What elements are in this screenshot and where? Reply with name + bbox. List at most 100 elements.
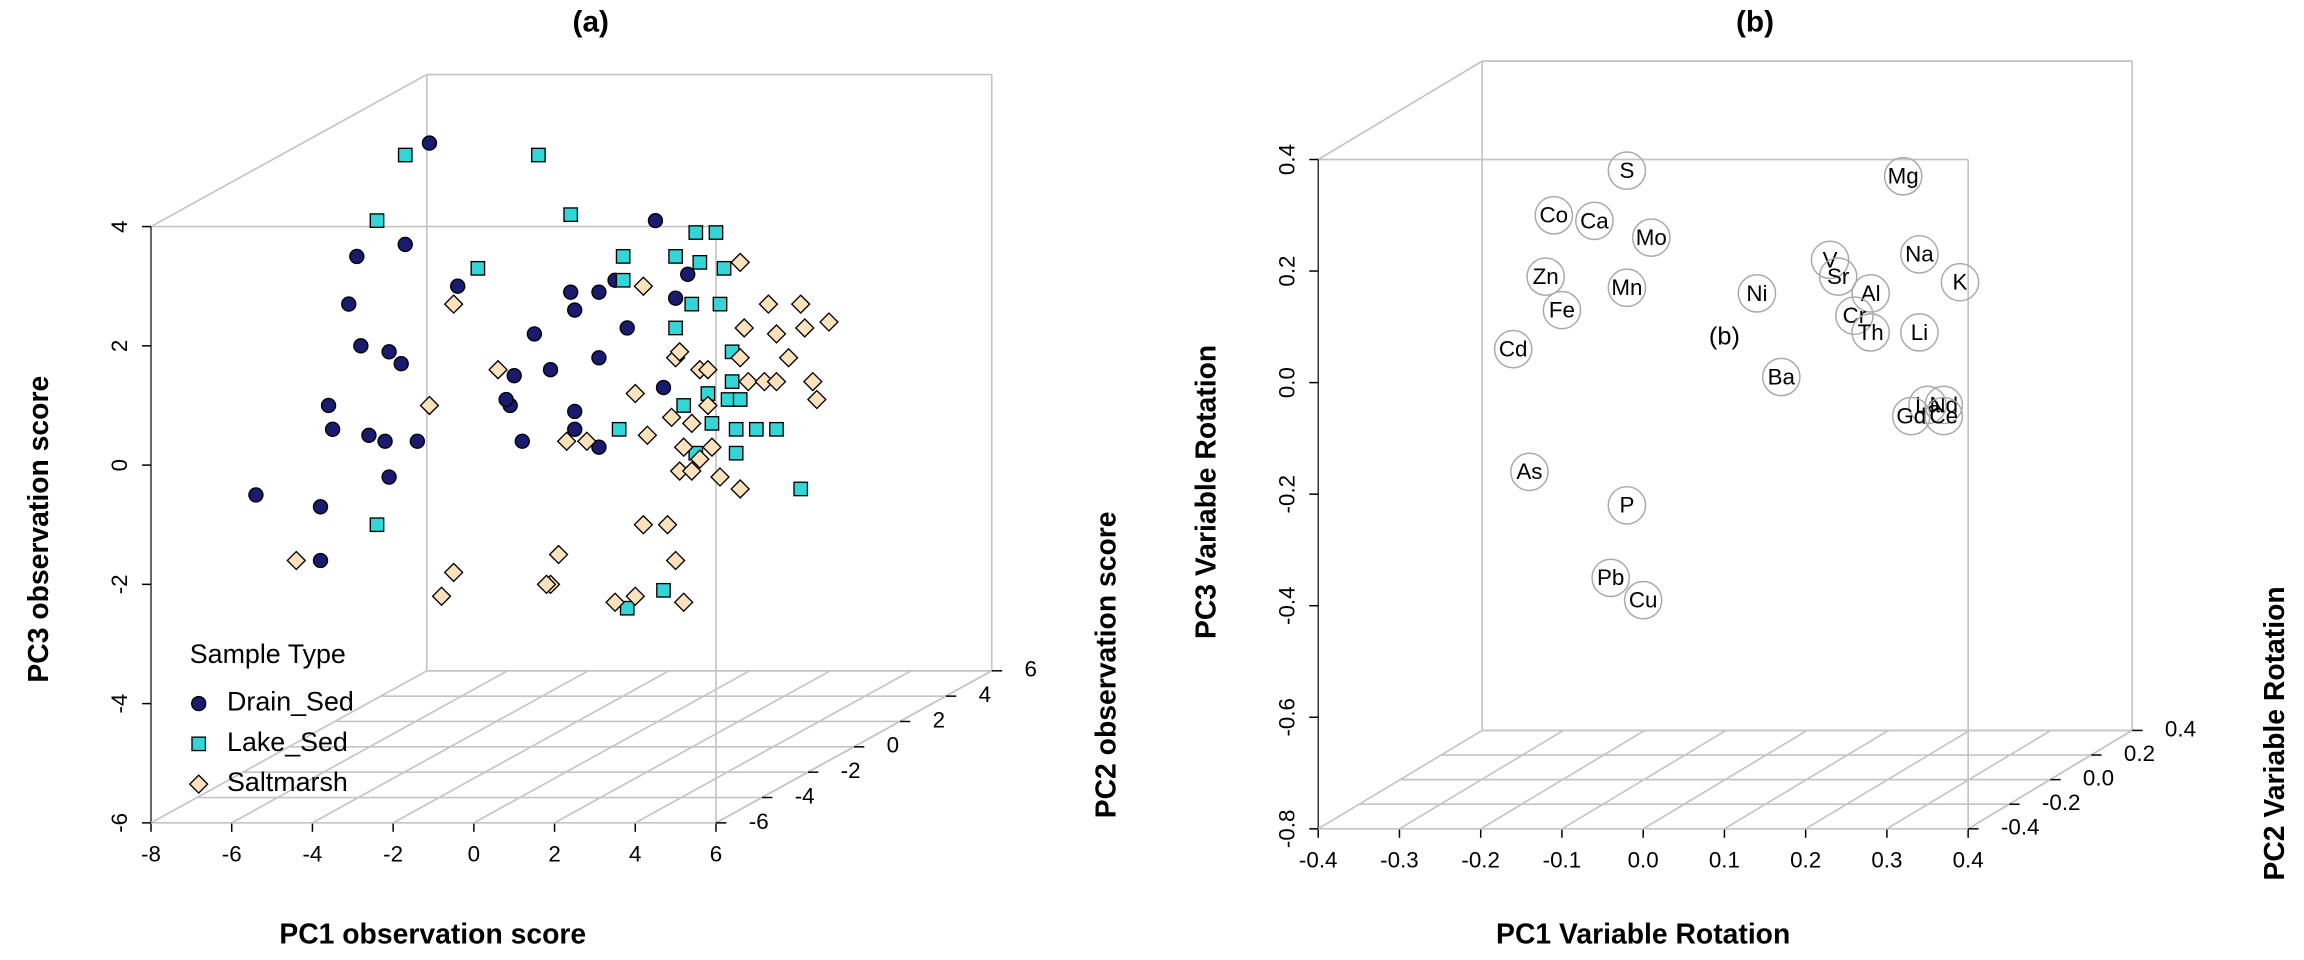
point <box>668 249 683 264</box>
variable-label: Cu <box>1629 588 1658 613</box>
point <box>633 276 654 297</box>
y-tick-label: -4 <box>795 783 815 808</box>
x-tick-label: 0.3 <box>1871 848 1902 873</box>
y-tick-label: 0.4 <box>2165 716 2196 741</box>
point <box>397 147 413 163</box>
variable-point <box>1623 580 1663 620</box>
y-tick-label: 0.0 <box>2083 766 2114 791</box>
z-tick-label: -0.2 <box>1274 475 1299 514</box>
x-tick-label: -0.2 <box>1461 848 1500 873</box>
point <box>656 582 671 598</box>
legend-marker <box>191 736 207 752</box>
variable-point <box>1810 240 1850 280</box>
point <box>769 421 784 437</box>
y-tick-label: 0 <box>887 733 899 758</box>
point <box>506 367 522 384</box>
point <box>730 252 751 273</box>
point <box>676 398 692 413</box>
point <box>730 347 751 368</box>
variable-point <box>1940 262 1980 302</box>
variable-label: As <box>1516 459 1542 484</box>
variable-label: Cd <box>1499 337 1528 362</box>
variable-label: Mo <box>1636 225 1667 250</box>
point <box>248 487 264 503</box>
variable-point <box>1631 218 1671 257</box>
point <box>615 249 631 264</box>
point <box>738 371 759 392</box>
legend-label: Saltmarsh <box>227 767 348 797</box>
z-tick-label: -4 <box>107 694 132 714</box>
point <box>531 147 546 163</box>
variable-label: Ca <box>1580 208 1609 233</box>
x-tick-label: -2 <box>383 842 403 867</box>
point <box>369 213 385 228</box>
variable-label: Co <box>1540 203 1569 228</box>
point <box>567 403 583 420</box>
z-tick-label: -0.6 <box>1274 698 1299 737</box>
variable-label: Sr <box>1827 264 1850 289</box>
point <box>443 294 464 314</box>
variable-point <box>1607 151 1647 191</box>
variable-point <box>1851 273 1891 313</box>
variable-point <box>1493 329 1533 369</box>
point <box>488 359 508 380</box>
variable-point <box>1737 273 1777 313</box>
variable-point <box>1883 156 1923 196</box>
point <box>633 514 654 535</box>
x-tick-label: 0.0 <box>1628 848 1659 873</box>
y-tick-label: -6 <box>749 809 769 834</box>
point <box>819 312 839 332</box>
variable-point <box>1575 201 1614 241</box>
point <box>655 379 672 396</box>
point <box>381 469 397 485</box>
point <box>536 574 557 595</box>
variable-label: S <box>1619 158 1634 183</box>
chart-title: (a) <box>573 6 609 39</box>
point <box>724 374 740 389</box>
variable-label: Th <box>1858 320 1884 345</box>
variable-point <box>1607 268 1647 308</box>
x-tick-label: -0.4 <box>1299 848 1338 873</box>
y-tick-label: 2 <box>933 707 945 732</box>
point <box>657 514 678 535</box>
point <box>728 445 744 461</box>
point <box>766 371 787 392</box>
point <box>730 479 751 499</box>
point <box>361 427 377 443</box>
point <box>794 318 815 338</box>
variable-point <box>1510 452 1549 492</box>
point <box>563 284 579 300</box>
point <box>720 392 736 407</box>
variable-point <box>1761 357 1801 397</box>
point <box>698 359 718 380</box>
variable-label: Ba <box>1768 364 1796 389</box>
legend-marker <box>191 695 207 712</box>
point <box>704 415 720 431</box>
variable-point <box>1908 385 1947 425</box>
z-tick-label: 0 <box>107 459 132 471</box>
legend-label: Lake_Sed <box>227 727 348 757</box>
variable-label: Fe <box>1549 297 1575 322</box>
variable-label: Nd <box>1929 392 1958 417</box>
point <box>790 294 811 314</box>
point <box>409 433 426 449</box>
variable-label: Mg <box>1888 164 1919 189</box>
point <box>470 260 486 276</box>
y-tick-label: 4 <box>979 682 991 707</box>
point <box>647 212 664 229</box>
point <box>681 461 702 481</box>
z-tick-label: 0.2 <box>1274 256 1299 287</box>
point <box>689 449 710 470</box>
variable-point <box>1534 195 1574 235</box>
y-axis-label: PC2 Variable Rotation <box>2259 586 2291 880</box>
point <box>591 439 607 455</box>
z-tick-label: -6 <box>107 813 132 833</box>
point <box>605 592 625 613</box>
y-tick-label: -2 <box>841 758 861 783</box>
point <box>758 294 779 314</box>
point <box>673 592 694 613</box>
point <box>619 600 635 616</box>
x-tick-label: 0.2 <box>1790 848 1821 873</box>
x-tick-label: 2 <box>548 842 560 867</box>
x-tick-label: 0.4 <box>1953 848 1984 873</box>
